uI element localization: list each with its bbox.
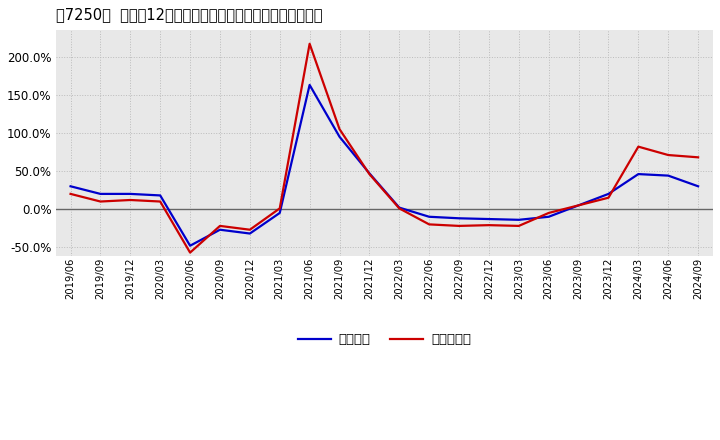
当期純利益 (246, 227, 254, 232)
経常利益 (455, 216, 464, 221)
当期純利益 (156, 199, 165, 204)
経常利益 (66, 183, 75, 189)
経常利益 (246, 231, 254, 236)
Line: 当期純利益: 当期純利益 (71, 44, 698, 253)
Legend: 経常利益, 当期純利益: 経常利益, 当期純利益 (292, 328, 477, 352)
当期純利益 (694, 155, 703, 160)
経常利益 (156, 193, 165, 198)
経常利益 (485, 216, 493, 222)
経常利益 (126, 191, 135, 197)
Line: 経常利益: 経常利益 (71, 85, 698, 246)
当期純利益 (66, 191, 75, 197)
当期純利益 (186, 250, 194, 255)
当期純利益 (276, 206, 284, 211)
当期純利益 (664, 152, 672, 158)
当期純利益 (515, 223, 523, 228)
当期純利益 (425, 222, 433, 227)
経常利益 (664, 173, 672, 178)
経常利益 (515, 217, 523, 223)
経常利益 (575, 203, 583, 208)
経常利益 (186, 243, 194, 248)
経常利益 (216, 227, 225, 232)
当期純利益 (604, 195, 613, 200)
当期純利益 (634, 144, 643, 149)
当期純利益 (305, 41, 314, 46)
当期純利益 (96, 199, 104, 204)
経常利益 (604, 191, 613, 197)
当期純利益 (126, 198, 135, 203)
経常利益 (395, 205, 404, 210)
経常利益 (634, 172, 643, 177)
当期純利益 (455, 223, 464, 228)
当期純利益 (216, 223, 225, 228)
当期純利益 (485, 223, 493, 228)
当期純利益 (575, 203, 583, 208)
当期純利益 (336, 126, 344, 132)
経常利益 (544, 214, 553, 220)
経常利益 (305, 82, 314, 88)
経常利益 (425, 214, 433, 220)
当期純利益 (544, 210, 553, 216)
Text: ［7250］  利益の12か月移動合計の対前年同期増減率の推移: ［7250］ 利益の12か月移動合計の対前年同期増減率の推移 (55, 7, 322, 22)
経常利益 (694, 183, 703, 189)
経常利益 (276, 210, 284, 216)
当期純利益 (395, 206, 404, 211)
経常利益 (96, 191, 104, 197)
当期純利益 (365, 172, 374, 177)
経常利益 (336, 134, 344, 139)
経常利益 (365, 171, 374, 176)
